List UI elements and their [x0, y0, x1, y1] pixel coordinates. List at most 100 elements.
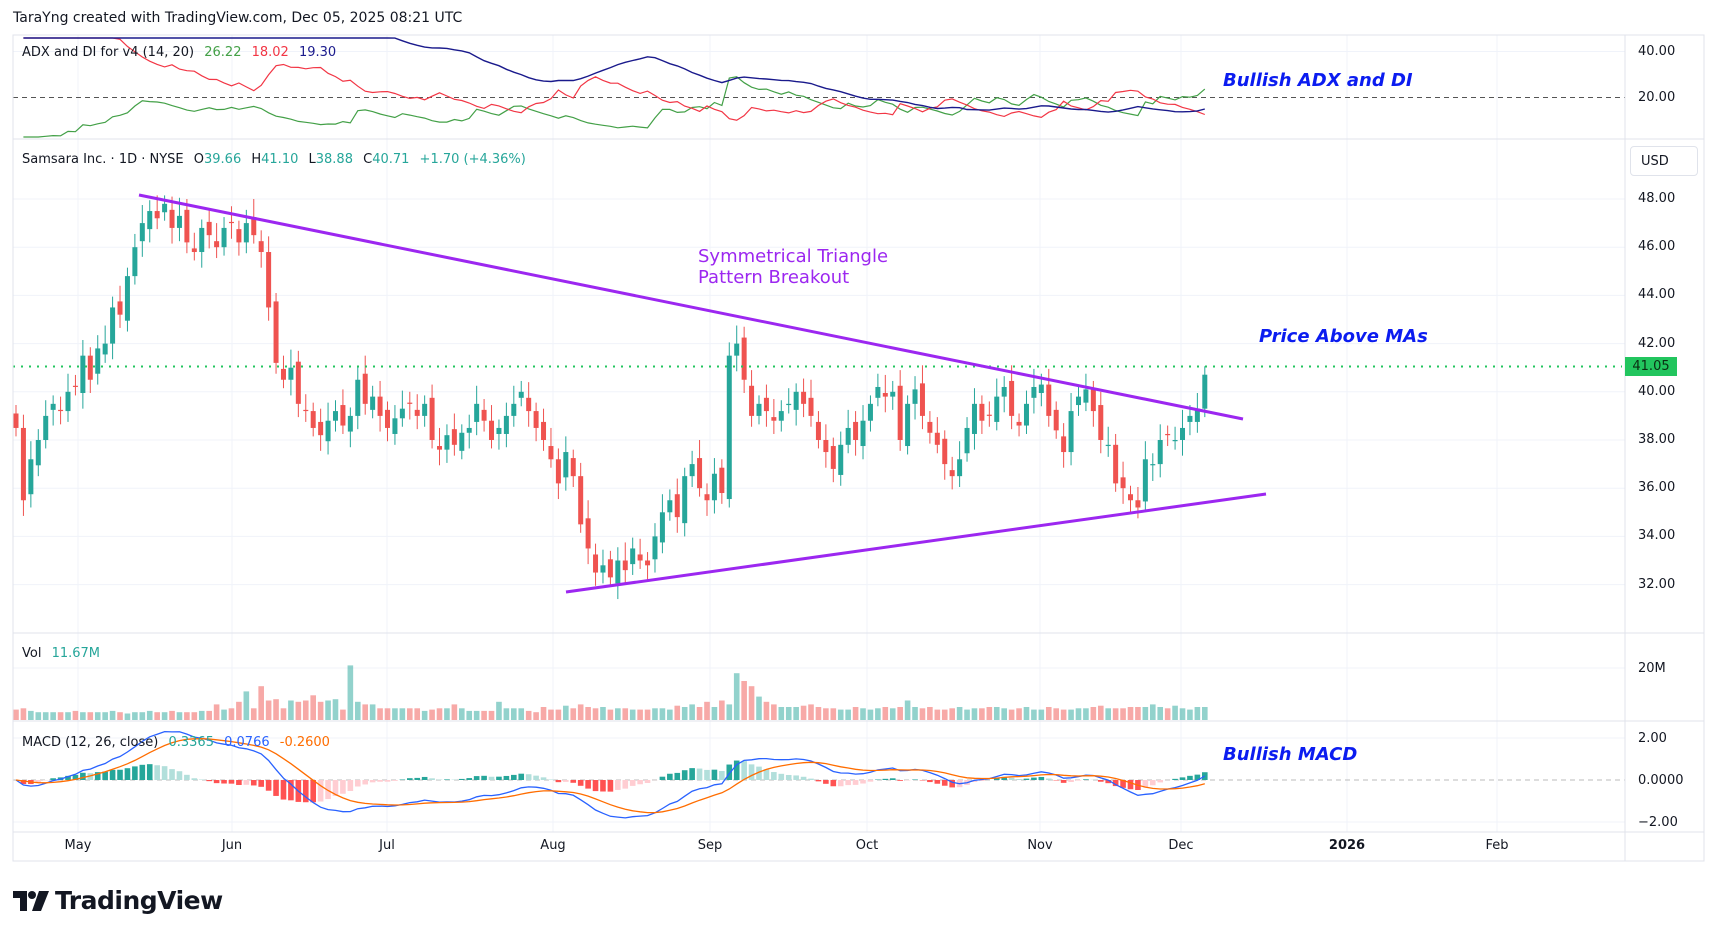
candle[interactable]: [1009, 365, 1015, 430]
candle[interactable]: [511, 385, 517, 427]
candle[interactable]: [20, 414, 26, 516]
candle[interactable]: [541, 408, 547, 451]
candle[interactable]: [496, 419, 502, 450]
candle[interactable]: [971, 388, 977, 450]
candle[interactable]: [793, 383, 799, 426]
candle[interactable]: [890, 380, 896, 410]
tradingview-logo[interactable]: TradingView: [13, 886, 223, 915]
annotation-bullish-adx[interactable]: Bullish ADX and DI: [1223, 70, 1413, 91]
candle[interactable]: [786, 388, 792, 414]
candle[interactable]: [117, 285, 123, 328]
candle[interactable]: [191, 232, 197, 261]
candle[interactable]: [867, 395, 873, 432]
candle[interactable]: [110, 296, 116, 360]
candle[interactable]: [689, 450, 695, 487]
candle[interactable]: [823, 424, 829, 468]
candle[interactable]: [132, 233, 138, 285]
candle[interactable]: [370, 385, 376, 419]
candle[interactable]: [756, 395, 762, 425]
candle[interactable]: [1142, 441, 1148, 510]
candle[interactable]: [399, 390, 405, 427]
candle[interactable]: [1194, 393, 1200, 433]
candle[interactable]: [273, 292, 279, 374]
candle[interactable]: [13, 405, 19, 437]
candle[interactable]: [340, 389, 346, 434]
candle[interactable]: [102, 325, 108, 363]
candle[interactable]: [347, 407, 353, 448]
candle[interactable]: [444, 424, 450, 463]
candle[interactable]: [1016, 413, 1022, 437]
candle[interactable]: [87, 347, 93, 394]
candle[interactable]: [221, 217, 227, 256]
candle[interactable]: [1202, 366, 1208, 418]
candle[interactable]: [1083, 373, 1089, 412]
candle[interactable]: [555, 448, 561, 500]
candle[interactable]: [934, 417, 940, 454]
candle[interactable]: [771, 399, 777, 434]
candle[interactable]: [815, 411, 821, 449]
candle[interactable]: [377, 380, 383, 432]
candle[interactable]: [563, 436, 569, 491]
triangle-upper-trendline[interactable]: [138, 193, 1244, 421]
candle[interactable]: [58, 396, 64, 425]
candle[interactable]: [830, 437, 836, 483]
candle[interactable]: [50, 395, 56, 426]
candle[interactable]: [964, 417, 970, 462]
candle[interactable]: [994, 378, 1000, 431]
candle[interactable]: [578, 462, 584, 533]
candle[interactable]: [637, 538, 643, 569]
candle[interactable]: [905, 395, 911, 455]
candle[interactable]: [176, 197, 182, 242]
candle[interactable]: [169, 196, 175, 244]
candle[interactable]: [288, 349, 294, 396]
candle[interactable]: [1023, 390, 1029, 434]
candle[interactable]: [206, 208, 212, 249]
candle[interactable]: [1046, 368, 1052, 427]
candle[interactable]: [763, 384, 769, 427]
candle[interactable]: [919, 365, 925, 430]
candle[interactable]: [1172, 426, 1178, 450]
candle[interactable]: [332, 400, 338, 432]
candle[interactable]: [1053, 401, 1059, 439]
candle[interactable]: [1061, 423, 1067, 468]
candle[interactable]: [518, 380, 524, 407]
candle[interactable]: [280, 355, 286, 389]
candle[interactable]: [622, 542, 628, 584]
candle[interactable]: [139, 205, 145, 257]
candle[interactable]: [808, 379, 814, 427]
candle[interactable]: [838, 431, 844, 486]
candle[interactable]: [214, 223, 220, 259]
candle[interactable]: [860, 405, 866, 460]
candle[interactable]: [503, 402, 509, 448]
candle[interactable]: [489, 405, 495, 449]
candle[interactable]: [43, 400, 49, 449]
candle[interactable]: [80, 339, 86, 409]
candle[interactable]: [459, 424, 465, 460]
symbol-title[interactable]: Samsara Inc. · 1D · NYSE: [22, 152, 184, 167]
candle[interactable]: [949, 456, 955, 490]
candle[interactable]: [429, 384, 435, 449]
candle[interactable]: [65, 373, 71, 422]
candle[interactable]: [228, 206, 234, 239]
candle[interactable]: [407, 391, 413, 420]
candle[interactable]: [1187, 405, 1193, 436]
candle[interactable]: [927, 411, 933, 444]
candle[interactable]: [593, 543, 599, 586]
candle[interactable]: [741, 326, 747, 394]
candle[interactable]: [585, 500, 591, 565]
candle[interactable]: [607, 550, 613, 586]
candle[interactable]: [734, 325, 740, 372]
candle[interactable]: [474, 385, 480, 436]
candle[interactable]: [437, 427, 443, 466]
candle[interactable]: [704, 483, 710, 516]
candle[interactable]: [154, 195, 160, 230]
candle[interactable]: [853, 411, 859, 456]
candle[interactable]: [362, 355, 368, 415]
candle[interactable]: [295, 350, 301, 418]
candle[interactable]: [1113, 433, 1119, 492]
candle[interactable]: [600, 549, 606, 584]
candle[interactable]: [548, 427, 554, 468]
candle[interactable]: [392, 405, 398, 445]
candle[interactable]: [570, 449, 576, 487]
